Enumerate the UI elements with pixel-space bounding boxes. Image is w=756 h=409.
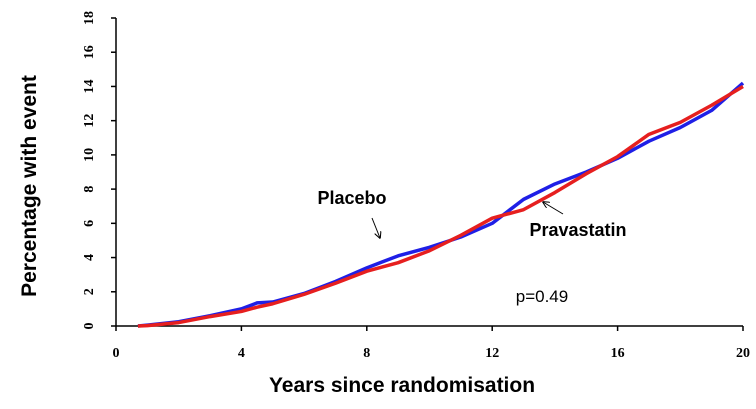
annotation: p=0.49 bbox=[516, 287, 568, 306]
series-label: Placebo bbox=[317, 188, 386, 208]
y-tick-label: 2 bbox=[82, 288, 97, 295]
x-axis-label: Years since randomisation bbox=[269, 374, 535, 397]
y-tick-label: 0 bbox=[82, 323, 97, 330]
x-tick-label: 20 bbox=[736, 346, 750, 361]
y-tick-label: 6 bbox=[82, 220, 97, 227]
y-axis-label: Percentage with event bbox=[18, 75, 41, 297]
y-tick-label: 18 bbox=[82, 11, 97, 25]
x-tick-label: 8 bbox=[363, 346, 370, 361]
series-line bbox=[137, 84, 744, 328]
y-tick-label: 16 bbox=[82, 45, 97, 59]
x-tick-label: 16 bbox=[611, 346, 625, 361]
y-tick-label: 14 bbox=[82, 79, 97, 93]
y-tick-label: 8 bbox=[82, 186, 97, 193]
x-tick-label: 4 bbox=[238, 346, 245, 361]
y-tick-label: 10 bbox=[82, 148, 97, 162]
arrow bbox=[543, 202, 564, 215]
series-label: Pravastatin bbox=[529, 220, 626, 240]
x-tick-label: 0 bbox=[113, 346, 120, 361]
arrow bbox=[371, 217, 380, 238]
x-tick-label: 12 bbox=[485, 346, 499, 361]
y-tick-label: 4 bbox=[82, 254, 97, 261]
series-line bbox=[137, 81, 745, 328]
y-tick-label: 12 bbox=[82, 114, 97, 128]
